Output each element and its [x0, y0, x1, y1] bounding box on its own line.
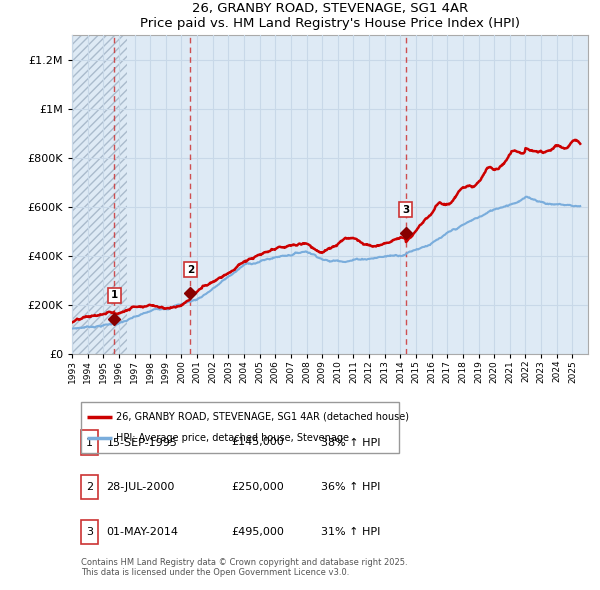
Text: £145,000: £145,000	[231, 438, 284, 447]
Text: 2: 2	[187, 265, 194, 275]
Text: 26, GRANBY ROAD, STEVENAGE, SG1 4AR (detached house): 26, GRANBY ROAD, STEVENAGE, SG1 4AR (det…	[116, 412, 409, 422]
Bar	[80, 475, 98, 500]
Text: 3: 3	[86, 527, 93, 537]
Text: 2: 2	[86, 482, 93, 492]
Bar	[80, 520, 98, 544]
Text: 1: 1	[111, 290, 118, 300]
Text: 36% ↑ HPI: 36% ↑ HPI	[322, 482, 381, 492]
Text: 28-JUL-2000: 28-JUL-2000	[106, 482, 175, 492]
Title: 26, GRANBY ROAD, STEVENAGE, SG1 4AR
Price paid vs. HM Land Registry's House Pric: 26, GRANBY ROAD, STEVENAGE, SG1 4AR Pric…	[140, 2, 520, 30]
Text: 01-MAY-2014: 01-MAY-2014	[106, 527, 178, 537]
Text: HPI: Average price, detached house, Stevenage: HPI: Average price, detached house, Stev…	[116, 434, 349, 444]
Bar	[80, 430, 98, 455]
Text: 31% ↑ HPI: 31% ↑ HPI	[322, 527, 381, 537]
Text: Contains HM Land Registry data © Crown copyright and database right 2025.
This d: Contains HM Land Registry data © Crown c…	[80, 558, 407, 577]
Text: 3: 3	[402, 205, 409, 215]
Text: £250,000: £250,000	[231, 482, 284, 492]
Bar	[72, 35, 127, 354]
Text: 15-SEP-1995: 15-SEP-1995	[106, 438, 177, 447]
Text: 1: 1	[86, 438, 93, 447]
Text: £495,000: £495,000	[231, 527, 284, 537]
Bar	[80, 402, 399, 453]
Text: 38% ↑ HPI: 38% ↑ HPI	[322, 438, 381, 447]
